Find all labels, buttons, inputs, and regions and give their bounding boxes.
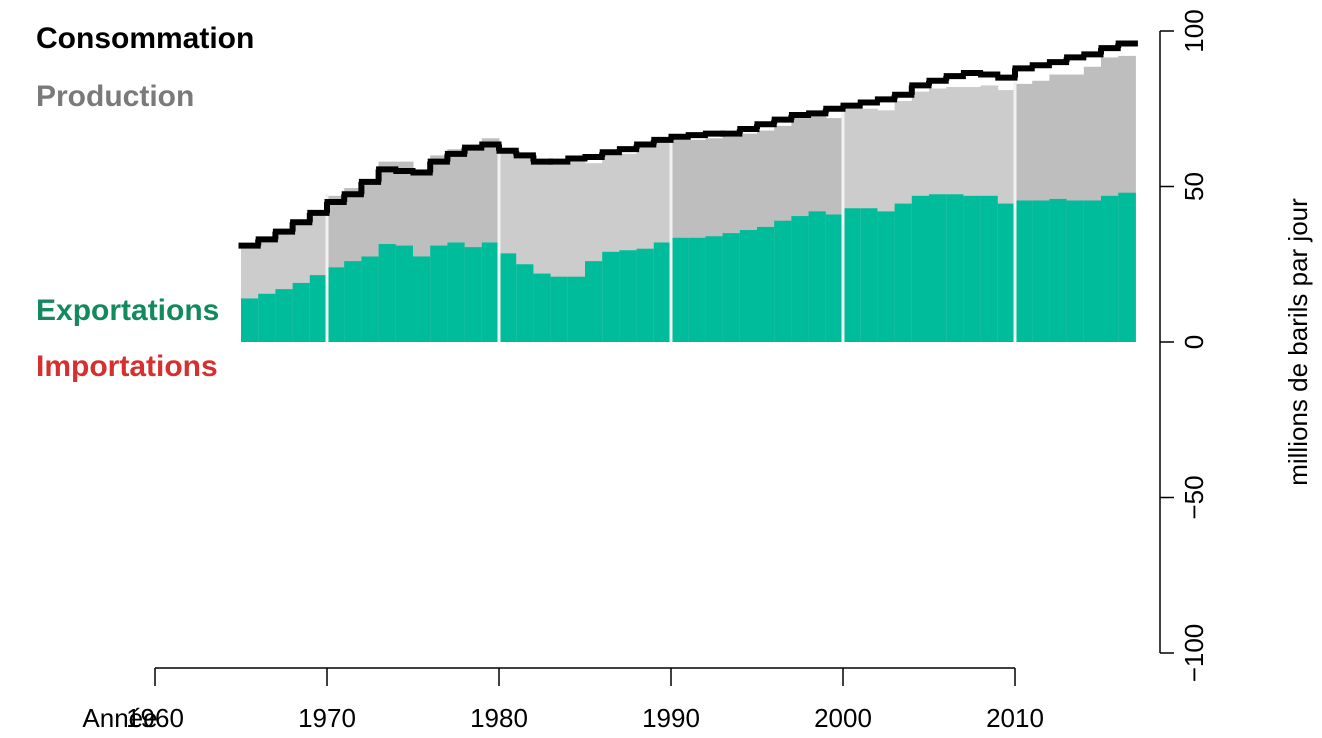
exportations-bar	[653, 242, 672, 342]
exportations-bar	[241, 298, 259, 342]
legend-label: Importations	[36, 350, 218, 383]
x-tick-label: 1960	[126, 703, 184, 733]
exportations-bar	[1032, 200, 1050, 342]
exportations-bar	[585, 261, 603, 342]
exportations-bar	[258, 293, 276, 342]
y-tick-label: 0	[1179, 335, 1209, 349]
exportations-bar	[395, 245, 414, 342]
x-tick-label: 2000	[814, 703, 872, 733]
exportations-bar	[430, 245, 448, 342]
exportations-bar	[378, 244, 397, 342]
legend-label: Production	[36, 80, 194, 113]
exportations-bar	[292, 282, 311, 342]
y-tick-label: −50	[1179, 475, 1209, 519]
exportations-bar	[533, 273, 552, 342]
exportations-bar	[602, 251, 620, 342]
exportations-bar	[1049, 198, 1068, 342]
exportations-bar	[894, 203, 913, 342]
x-axis-label: Année	[82, 703, 157, 733]
exportations-bar	[413, 256, 431, 342]
exportations-bar	[619, 250, 638, 342]
exportations-bar	[911, 195, 930, 342]
exportations-bar	[791, 216, 810, 342]
exportations-bar	[843, 208, 861, 342]
exportations-bar	[877, 211, 896, 342]
exportations-bar	[464, 247, 483, 342]
x-tick-label: 2010	[986, 703, 1044, 733]
exportations-bar	[739, 230, 758, 342]
exportations-bar	[963, 195, 982, 342]
exportations-bar	[361, 256, 380, 342]
x-tick-label: 1990	[642, 703, 700, 733]
exportations-bar	[1015, 200, 1033, 342]
exportations-bar	[997, 203, 1016, 342]
exportations-bar	[481, 242, 500, 342]
exportations-bar	[499, 253, 517, 342]
exportations-bar	[671, 237, 689, 342]
exportations-bar	[808, 211, 827, 342]
exportations-bar	[1066, 200, 1085, 342]
exportations-bar	[774, 220, 792, 342]
exportations-bar	[860, 208, 878, 342]
exportations-bar	[1083, 200, 1102, 342]
exportations-bar	[688, 237, 706, 342]
exportations-bar	[980, 195, 999, 342]
exportations-bar	[946, 194, 964, 342]
exportations-bar	[757, 226, 775, 342]
y-axis-label: millions de barils par jour	[1283, 198, 1313, 486]
legend-label: Exportations	[36, 294, 219, 327]
exportations-bar	[550, 276, 569, 342]
legend-label: Consommation	[36, 22, 254, 55]
exportations-bar	[825, 214, 844, 342]
x-tick-label: 1980	[470, 703, 528, 733]
exportations-bar	[705, 236, 724, 342]
exportations-bar	[722, 233, 741, 342]
exportations-bar	[636, 248, 655, 342]
exportations-bar	[275, 289, 294, 342]
y-tick-label: 100	[1179, 9, 1209, 52]
exportations-bar	[1101, 195, 1119, 342]
exportations-bar	[309, 275, 328, 342]
exportations-bar	[1118, 192, 1136, 342]
exportations-bar	[327, 267, 345, 342]
bars	[241, 55, 1136, 343]
x-tick-label: 1970	[298, 703, 356, 733]
exportations-bar	[929, 194, 947, 342]
exportations-bar	[567, 276, 586, 342]
exportations-bar	[344, 261, 362, 342]
y-tick-label: 50	[1179, 172, 1209, 201]
y-tick-label: −100	[1179, 624, 1209, 683]
exportations-bar	[516, 264, 534, 342]
exportations-bar	[447, 242, 466, 342]
